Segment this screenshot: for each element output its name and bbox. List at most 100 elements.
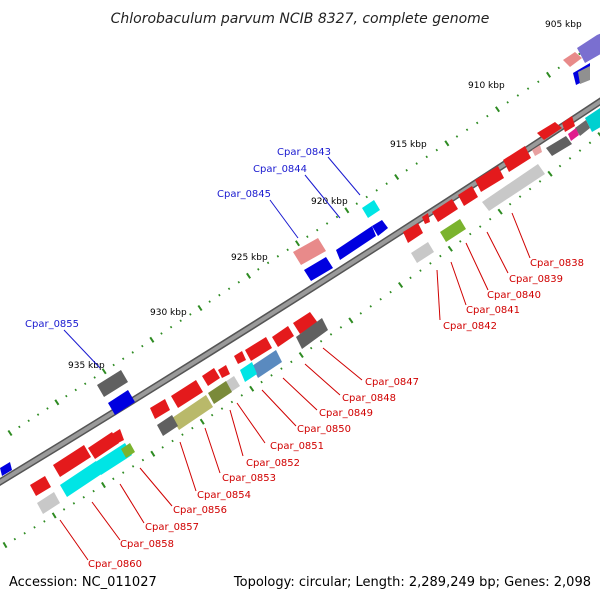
- gene-feature: [240, 362, 257, 382]
- gene-label-cpar-0844[interactable]: Cpar_0844: [253, 164, 307, 175]
- minor-tick: [508, 202, 512, 206]
- minor-tick: [27, 419, 30, 423]
- minor-tick: [160, 332, 163, 335]
- minor-tick: [62, 508, 66, 511]
- gene-label-cpar-0855[interactable]: Cpar_0855: [25, 319, 79, 330]
- minor-tick: [169, 325, 173, 329]
- gene-label-cpar-0839[interactable]: Cpar_0839: [509, 274, 563, 285]
- major-tick: [246, 272, 252, 279]
- gene-label-cpar-0851[interactable]: Cpar_0851: [270, 441, 324, 452]
- gene-label-cpar-0849[interactable]: Cpar_0849: [319, 408, 373, 419]
- minor-tick: [208, 300, 211, 303]
- gene-feature: [150, 399, 170, 419]
- minor-tick: [237, 281, 241, 284]
- minor-tick: [23, 531, 26, 535]
- minor-tick: [191, 426, 194, 430]
- minor-tick: [65, 394, 68, 398]
- bottom-leader-lines: [59, 212, 531, 561]
- minor-tick: [415, 162, 418, 165]
- minor-tick: [455, 135, 459, 138]
- minor-tick: [141, 458, 145, 462]
- gene-feature: [218, 365, 230, 378]
- gene-label-cpar-0853[interactable]: Cpar_0853: [222, 473, 276, 484]
- tick-labels: 905 kbp 910 kbp 915 kbp 920 kbp 925 kbp …: [68, 20, 582, 371]
- gene-feature: [532, 145, 542, 156]
- minor-tick: [286, 248, 289, 252]
- gene-label-cpar-0840[interactable]: Cpar_0840: [487, 290, 541, 301]
- minor-tick: [218, 293, 221, 297]
- minor-tick: [280, 367, 283, 370]
- major-tick: [150, 450, 156, 457]
- minor-tick: [230, 400, 234, 404]
- minor-tick: [335, 215, 339, 219]
- gene-feature: [568, 128, 579, 141]
- major-tick: [249, 385, 255, 392]
- gene-label-cpar-0842[interactable]: Cpar_0842: [443, 321, 497, 332]
- gene-feature: [171, 380, 203, 408]
- gene-label-cpar-0838[interactable]: Cpar_0838: [530, 258, 584, 269]
- tick-label-920: 920 kbp: [311, 197, 348, 207]
- minor-tick: [309, 346, 313, 350]
- gene-feature: [234, 351, 246, 364]
- gene-label-cpar-0845[interactable]: Cpar_0845: [217, 189, 271, 200]
- gene-label-cpar-0852[interactable]: Cpar_0852: [246, 458, 300, 469]
- tick-label-935: 935 kbp: [68, 361, 105, 371]
- genome-summary-text: Topology: circular; Length: 2,289,249 bp…: [233, 575, 591, 590]
- gene-feature: [537, 122, 562, 140]
- minor-tick: [18, 425, 21, 429]
- gene-features: [0, 33, 600, 514]
- top-gene-labels: Cpar_0843 Cpar_0844 Cpar_0845 Cpar_0855: [25, 147, 331, 330]
- gene-feature: [475, 166, 504, 192]
- gene-feature: [0, 462, 12, 476]
- minor-tick: [92, 489, 95, 493]
- major-tick: [101, 368, 107, 375]
- gene-label-cpar-0854[interactable]: Cpar_0854: [197, 490, 251, 501]
- gene-label-cpar-0847[interactable]: Cpar_0847: [365, 377, 419, 388]
- minor-tick: [83, 382, 87, 385]
- minor-tick: [339, 326, 343, 329]
- minor-tick: [578, 149, 582, 152]
- minor-tick: [171, 439, 174, 443]
- minor-tick: [465, 128, 469, 132]
- gene-feature: [562, 116, 575, 132]
- major-tick: [547, 170, 553, 177]
- gene-feature: [202, 368, 220, 386]
- gene-label-cpar-0858[interactable]: Cpar_0858: [120, 539, 174, 550]
- gene-label-cpar-0848[interactable]: Cpar_0848: [342, 393, 396, 404]
- major-tick: [344, 207, 350, 214]
- major-tick: [7, 429, 13, 437]
- minor-tick: [131, 465, 135, 468]
- gene-feature: [362, 200, 380, 218]
- minor-tick: [161, 446, 164, 449]
- gene-label-cpar-0850[interactable]: Cpar_0850: [297, 424, 351, 435]
- gene-label-cpar-0860[interactable]: Cpar_0860: [88, 559, 142, 570]
- minor-tick: [518, 195, 522, 198]
- minor-tick: [257, 268, 260, 271]
- gene-label-cpar-0843[interactable]: Cpar_0843: [277, 147, 331, 158]
- gene-feature: [208, 381, 232, 404]
- minor-tick: [405, 169, 408, 172]
- gene-feature: [422, 213, 430, 224]
- minor-tick: [189, 313, 192, 316]
- minor-tick: [227, 287, 231, 291]
- gene-feature: [60, 461, 103, 497]
- gene-feature: [37, 492, 60, 514]
- gene-label-cpar-0857[interactable]: Cpar_0857: [145, 522, 199, 533]
- major-tick: [494, 106, 501, 113]
- major-tick: [397, 281, 404, 289]
- major-tick: [51, 512, 57, 519]
- gene-feature: [88, 432, 119, 459]
- tick-label-915: 915 kbp: [390, 140, 427, 150]
- gene-feature: [432, 199, 458, 222]
- minor-tick: [419, 269, 422, 272]
- minor-tick: [439, 254, 442, 258]
- gene-feature: [293, 312, 318, 334]
- inner-tick-arc: [2, 132, 600, 549]
- gene-label-cpar-0841[interactable]: Cpar_0841: [466, 305, 520, 316]
- gene-label-cpar-0856[interactable]: Cpar_0856: [173, 505, 227, 516]
- gene-feature: [157, 415, 178, 436]
- minor-tick: [385, 182, 388, 185]
- gene-feature: [53, 445, 91, 477]
- minor-tick: [375, 189, 378, 192]
